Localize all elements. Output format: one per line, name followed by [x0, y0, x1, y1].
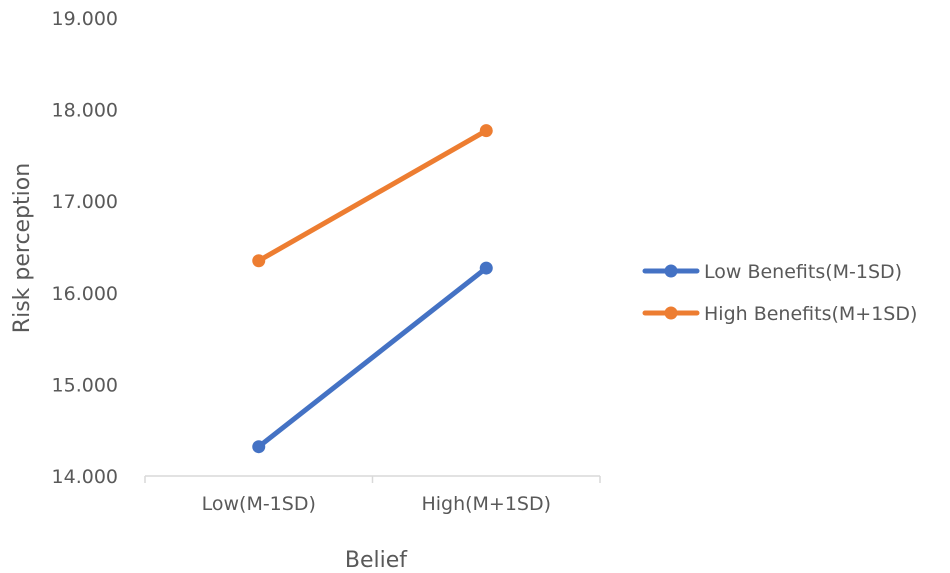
- series-layer: [252, 124, 493, 454]
- series-line: [256, 128, 489, 264]
- legend-swatch-marker: [664, 306, 678, 320]
- data-point: [479, 124, 493, 138]
- y-axis-title: Risk perception: [10, 163, 35, 333]
- legend-item: High Benefits(M+1SD): [642, 303, 917, 325]
- data-point: [252, 440, 266, 454]
- legend: Low Benefits(M-1SD) High Benefits(M+1SD): [642, 261, 917, 325]
- x-axis-title: Belief: [345, 548, 408, 573]
- y-tick-label: 14.000: [52, 466, 118, 488]
- y-tick-label: 18.000: [52, 100, 118, 122]
- legend-item: Low Benefits(M-1SD): [642, 261, 902, 283]
- y-tick-label: 19.000: [52, 8, 118, 30]
- legend-swatch-marker: [664, 264, 678, 278]
- y-tick-label: 17.000: [52, 191, 118, 213]
- legend-label: Low Benefits(M-1SD): [704, 261, 902, 283]
- y-axis-ticks: 14.000 15.000 16.000 17.000 18.000 19.000: [52, 8, 118, 488]
- series-1: [252, 261, 493, 454]
- x-axis-ticks: Low(M-1SD) High(M+1SD): [144, 476, 601, 515]
- series-2: [252, 124, 493, 268]
- data-point: [252, 254, 266, 268]
- y-tick-label: 15.000: [52, 374, 118, 396]
- x-tick-label: High(M+1SD): [421, 493, 551, 515]
- y-tick-label: 16.000: [52, 283, 118, 305]
- series-line: [256, 265, 489, 450]
- legend-label: High Benefits(M+1SD): [704, 303, 917, 325]
- x-tick-label: Low(M-1SD): [202, 493, 316, 515]
- data-point: [479, 261, 493, 275]
